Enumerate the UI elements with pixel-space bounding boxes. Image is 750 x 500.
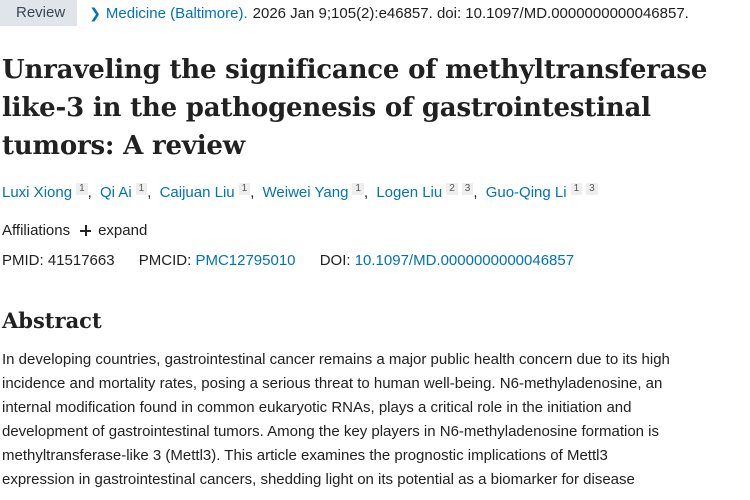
identifiers-row: PMID: 41517663 PMCID: PMC12795010 DOI: 1… — [2, 250, 574, 272]
abstract-line: incidence and mortality rates, posing a … — [2, 375, 663, 392]
affiliation-ref[interactable]: 1 — [76, 183, 88, 195]
author-separator: , — [473, 184, 478, 201]
author-link[interactable]: Guo-Qing Li — [485, 184, 567, 201]
abstract-line: In developing countries, gastrointestina… — [2, 351, 670, 368]
chevron-right-icon: ❯ — [89, 4, 101, 21]
article-meta-line: Review ❯ Medicine (Baltimore). 2026 Jan … — [0, 0, 689, 26]
author-link[interactable]: Qi Ai — [99, 184, 132, 201]
affiliation-ref[interactable]: 1 — [135, 183, 148, 195]
author-separator: , — [363, 184, 369, 201]
author-link[interactable]: Logen Liu — [376, 184, 443, 201]
affiliation-ref[interactable]: 3 — [586, 183, 598, 195]
abstract-line: methyltransferase-like 3 (Mettl3). This … — [2, 447, 608, 464]
affiliations-label: Affiliations — [2, 222, 71, 239]
expand-affiliations-button[interactable]: expand — [98, 222, 148, 239]
abstract-line: development of gastrointestinal tumors. … — [2, 423, 660, 440]
author-separator: , — [87, 184, 92, 201]
abstract-heading: Abstract — [2, 308, 102, 333]
doi-label: DOI: — [319, 252, 351, 269]
doi-link[interactable]: 10.1097/MD.0000000000046857 — [354, 252, 575, 269]
author-link[interactable]: Caijuan Liu — [159, 184, 235, 201]
abstract-text: In developing countries, gastrointestina… — [2, 348, 746, 492]
author-link[interactable]: Luxi Xiong — [2, 184, 73, 201]
author-separator: , — [250, 184, 255, 201]
pmid-value: 41517663 — [47, 252, 115, 269]
author-link[interactable]: Weiwei Yang — [262, 184, 349, 201]
journal-link[interactable]: Medicine (Baltimore). — [105, 4, 248, 22]
affiliation-ref[interactable]: 3 — [461, 183, 474, 195]
citation-text: 2026 Jan 9;105(2):e46857. doi: 10.1097/M… — [252, 4, 689, 22]
affiliation-ref[interactable]: 1 — [352, 183, 364, 195]
affiliation-ref[interactable]: 1 — [570, 183, 583, 195]
publication-type-badge: Review — [0, 0, 78, 26]
affiliations-row: Affiliations expand — [2, 222, 147, 239]
pmcid-label: PMCID: — [138, 252, 192, 269]
abstract-line: expression in gastrointestinal cancers, … — [2, 471, 635, 488]
author-separator: , — [147, 184, 152, 201]
pmcid-link[interactable]: PMC12795010 — [195, 252, 296, 269]
plus-icon[interactable] — [80, 225, 92, 236]
affiliation-ref[interactable]: 2 — [446, 183, 458, 195]
abstract-line: internal modification found in common eu… — [2, 399, 632, 416]
affiliation-ref[interactable]: 1 — [238, 183, 251, 195]
pmid-label: PMID: — [2, 252, 44, 269]
authors-list: Luxi Xiong 1, Qi Ai 1, Caijuan Liu 1, Weiwe… — [2, 182, 598, 204]
article-title: Unraveling the significance of methyltra… — [2, 55, 708, 161]
